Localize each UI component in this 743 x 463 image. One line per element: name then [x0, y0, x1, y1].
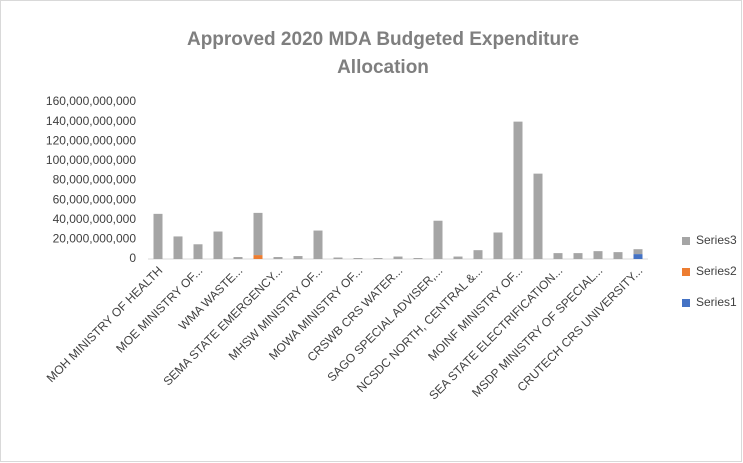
y-tick-label: 60,000,000,000	[53, 192, 137, 206]
bar-segment	[553, 253, 563, 259]
legend-label: Series1	[696, 295, 737, 309]
legend-label: Series3	[696, 233, 737, 247]
bar-segment	[533, 173, 543, 259]
bar-segment	[453, 256, 463, 259]
y-tick-label: 20,000,000,000	[53, 232, 137, 246]
bar-segment	[333, 257, 343, 259]
bar-segment	[513, 121, 523, 259]
legend-label: Series2	[696, 264, 737, 278]
bar-segment	[393, 256, 403, 259]
y-tick-label: 80,000,000,000	[53, 173, 137, 187]
bar-segment	[233, 257, 243, 259]
bar-segment	[633, 249, 643, 255]
bar-segment	[213, 231, 223, 259]
bar-segment	[633, 254, 643, 259]
bar-segment	[613, 252, 623, 259]
y-tick-label: 0	[129, 251, 136, 265]
bar-segment	[493, 232, 503, 259]
bar-segment	[293, 256, 303, 259]
legend-swatch	[682, 237, 690, 245]
bar-segment	[173, 236, 183, 259]
bar-segment	[353, 258, 363, 259]
bar-segment	[253, 255, 263, 259]
bar-segment	[473, 250, 483, 259]
bar-segment	[253, 212, 263, 256]
y-tick-label: 40,000,000,000	[53, 212, 137, 226]
legend-swatch	[682, 268, 690, 276]
bar-segment	[273, 257, 283, 259]
legend-swatch	[682, 299, 690, 307]
y-tick-label: 160,000,000,000	[46, 94, 136, 108]
bar-segment	[313, 230, 323, 259]
bar-segment	[413, 258, 423, 259]
bar-segment	[153, 213, 163, 259]
bar-segment	[373, 258, 383, 259]
bar-segment	[193, 244, 203, 259]
y-tick-label: 120,000,000,000	[46, 133, 136, 147]
bar-segment	[433, 220, 443, 259]
chart-title: Approved 2020 MDA Budgeted Expenditure Al…	[187, 29, 579, 78]
bar-segment	[593, 251, 603, 259]
y-tick-label: 100,000,000,000	[46, 153, 136, 167]
bar-segment	[573, 253, 583, 259]
y-tick-label: 140,000,000,000	[46, 114, 136, 128]
